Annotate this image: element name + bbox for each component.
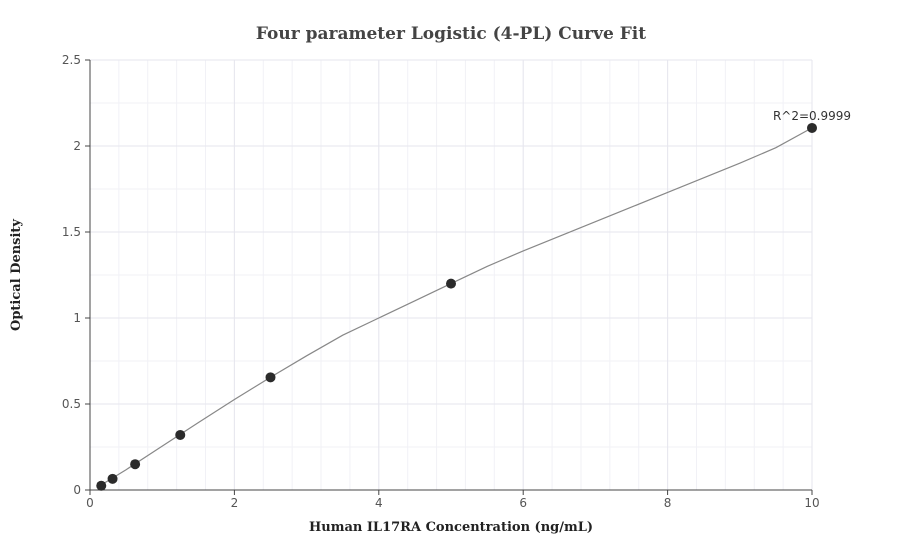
data-point xyxy=(107,473,118,484)
x-tick-label: 4 xyxy=(375,496,383,510)
x-tick-label: 6 xyxy=(519,496,527,510)
fit-curve-group xyxy=(96,127,813,488)
x-tick-label: 8 xyxy=(664,496,672,510)
x-tick-label: 2 xyxy=(231,496,239,510)
y-tick-label: 0 xyxy=(73,483,81,497)
r-squared-annotation: R^2=0.9999 xyxy=(773,109,851,123)
data-point xyxy=(96,480,107,491)
data-points xyxy=(96,122,817,491)
x-axis-title: Human IL17RA Concentration (ng/mL) xyxy=(309,520,593,535)
y-tick-label: 1.5 xyxy=(62,225,81,239)
y-tick-label: 0.5 xyxy=(62,397,81,411)
data-point xyxy=(175,429,186,440)
grid xyxy=(90,59,813,490)
chart-title: Four parameter Logistic (4-PL) Curve Fit xyxy=(256,24,646,44)
x-tick-label: 0 xyxy=(86,496,94,510)
axes: 0 2 4 6 8 10 0 0.5 1 1.5 2 2.5 xyxy=(62,53,820,510)
fit-curve-line xyxy=(96,127,813,488)
data-point xyxy=(807,122,817,133)
y-tick-label: 1 xyxy=(73,311,81,325)
y-tick-label: 2.5 xyxy=(62,53,81,67)
y-tick-label: 2 xyxy=(73,139,81,153)
y-axis-title: Optical Density xyxy=(9,219,24,331)
data-point xyxy=(130,459,141,470)
data-point xyxy=(265,372,276,383)
data-point xyxy=(446,278,456,289)
x-tick-label: 10 xyxy=(804,496,819,510)
